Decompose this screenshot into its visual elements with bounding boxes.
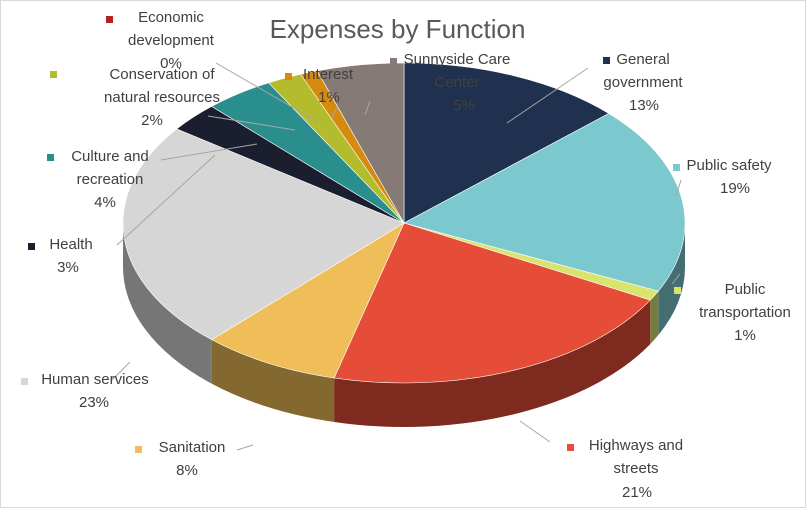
slice-side-sanitation bbox=[211, 339, 335, 422]
data-value-interest: 1% bbox=[318, 89, 340, 106]
label-key-human-services bbox=[21, 378, 28, 385]
data-value-human-services: 23% bbox=[79, 394, 109, 411]
label-key-public-safety bbox=[673, 164, 680, 171]
slice-sunnyside-care-center bbox=[316, 62, 405, 225]
data-value-public-transportation: 1% bbox=[734, 327, 756, 344]
data-label-public-safety: Public safety bbox=[686, 157, 772, 174]
slice-side-public-transportation bbox=[650, 291, 659, 345]
slice-side-public-safety bbox=[658, 223, 685, 336]
leader-line-public-safety bbox=[675, 179, 682, 197]
data-label-culture-and-recreation: Culture and recreation bbox=[71, 148, 149, 188]
leader-line-sanitation bbox=[236, 444, 254, 451]
data-label-sunnyside-care-center: Sunnyside Care Center bbox=[404, 51, 511, 91]
slice-public-safety bbox=[403, 113, 686, 292]
leader-line-economic-development bbox=[215, 62, 319, 123]
leader-line-highways-and-streets bbox=[519, 420, 551, 443]
leader-line-public-transportation bbox=[671, 273, 681, 285]
label-key-general-government bbox=[603, 57, 610, 64]
leader-line-interest bbox=[331, 104, 339, 119]
data-value-economic-development: 0% bbox=[160, 55, 182, 72]
data-value-public-safety: 19% bbox=[720, 180, 750, 197]
data-label-interest: Interest bbox=[303, 66, 354, 83]
leader-line-health bbox=[116, 154, 216, 246]
data-value-culture-and-recreation: 4% bbox=[94, 194, 116, 211]
label-key-public-transportation bbox=[674, 287, 681, 294]
slice-side-highways-and-streets bbox=[334, 300, 651, 427]
leader-line-conservation-of-natural-resources bbox=[207, 115, 296, 131]
data-value-conservation-of-natural-resources: 2% bbox=[141, 112, 163, 129]
label-key-sunnyside-care-center bbox=[390, 58, 397, 65]
label-key-sanitation bbox=[135, 446, 142, 453]
label-key-health bbox=[28, 243, 35, 250]
data-label-general-government: General government bbox=[603, 51, 683, 91]
data-value-sanitation: 8% bbox=[176, 462, 198, 479]
leader-line-culture-and-recreation bbox=[160, 143, 258, 161]
slice-sanitation bbox=[211, 222, 405, 379]
leader-line-general-government bbox=[506, 67, 589, 124]
data-value-general-government: 13% bbox=[629, 97, 659, 114]
data-label-human-services: Human services bbox=[41, 371, 149, 388]
data-label-conservation-of-natural-resources: Conservation of natural resources bbox=[104, 66, 220, 106]
label-key-culture-and-recreation bbox=[47, 154, 54, 161]
data-label-economic-development: Economic development bbox=[128, 9, 215, 49]
data-value-highways-and-streets: 21% bbox=[622, 484, 652, 501]
leader-line-sunnyside-care-center bbox=[364, 100, 371, 116]
data-label-health: Health bbox=[49, 236, 92, 253]
data-value-health: 3% bbox=[57, 259, 79, 276]
slice-general-government bbox=[403, 62, 610, 224]
slice-highways-and-streets bbox=[333, 222, 651, 384]
chart-title: Expenses by Function bbox=[269, 14, 526, 44]
data-value-sunnyside-care-center: 5% bbox=[453, 97, 475, 114]
data-label-highways-and-streets: Highways and streets bbox=[589, 437, 683, 477]
label-key-conservation-of-natural-resources bbox=[50, 71, 57, 78]
label-key-interest bbox=[285, 73, 292, 80]
label-key-highways-and-streets bbox=[567, 444, 574, 451]
data-label-sanitation: Sanitation bbox=[159, 439, 226, 456]
slice-side-human-services bbox=[123, 223, 212, 384]
data-label-public-transportation: Public transportation bbox=[699, 281, 791, 321]
label-key-economic-development bbox=[106, 16, 113, 23]
leader-line-human-services bbox=[111, 361, 131, 381]
